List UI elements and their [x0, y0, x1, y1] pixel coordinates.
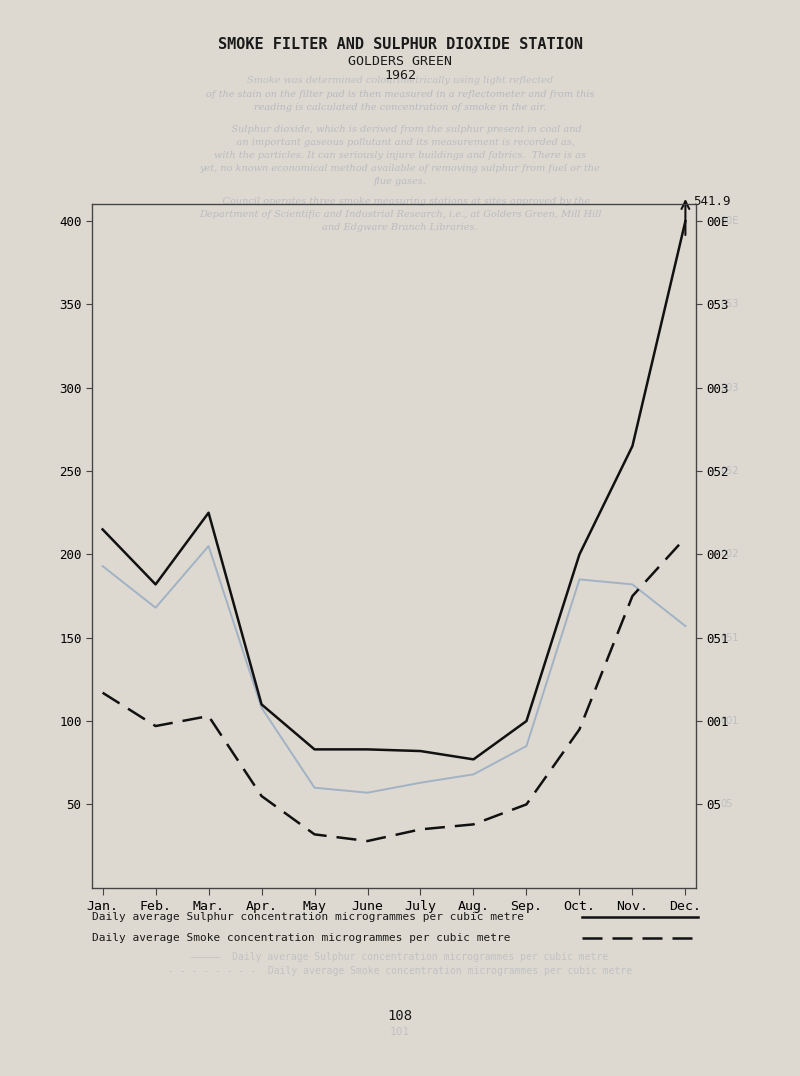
Text: Smoke was determined colourimetrically using light reflected: Smoke was determined colourimetrically u…: [247, 75, 553, 85]
Text: flue gases.: flue gases.: [374, 176, 426, 186]
Text: an important gaseous pollutant and its measurement is recorded as,: an important gaseous pollutant and its m…: [225, 138, 575, 147]
Text: SMOKE FILTER AND SULPHUR DIOXIDE STATION: SMOKE FILTER AND SULPHUR DIOXIDE STATION: [218, 38, 582, 53]
Text: Council operates three smoke measuring stations at sites approved by the: Council operates three smoke measuring s…: [210, 197, 590, 207]
Text: 052: 052: [720, 466, 738, 476]
Text: with the particles. It can seriously injure buildings and fabrics.  There is as: with the particles. It can seriously inj…: [214, 151, 586, 160]
Text: 051: 051: [720, 633, 738, 642]
Text: - - - - - - - -  Daily average Smoke concentration microgrammes per cubic metre: - - - - - - - - Daily average Smoke conc…: [168, 966, 632, 976]
Text: 00E: 00E: [720, 216, 738, 226]
Text: 003: 003: [720, 383, 738, 393]
Text: 108: 108: [387, 1009, 413, 1023]
Text: 002: 002: [720, 550, 738, 560]
Text: 05: 05: [720, 799, 733, 809]
Text: Daily average Smoke concentration microgrammes per cubic metre: Daily average Smoke concentration microg…: [92, 933, 510, 944]
Text: Daily average Sulphur concentration microgrammes per cubic metre: Daily average Sulphur concentration micr…: [92, 911, 524, 922]
Text: of the stain on the filter pad is then measured in a reflectometer and from this: of the stain on the filter pad is then m…: [206, 89, 594, 99]
Text: 001: 001: [720, 716, 738, 726]
Text: Sulphur dioxide, which is derived from the sulphur present in coal and: Sulphur dioxide, which is derived from t…: [218, 125, 582, 134]
Text: yet, no known economical method available of removing sulphur from fuel or the: yet, no known economical method availabl…: [200, 164, 600, 173]
Text: 101: 101: [390, 1028, 410, 1037]
Text: 541.9: 541.9: [694, 195, 731, 208]
Text: GOLDERS GREEN: GOLDERS GREEN: [348, 55, 452, 68]
Text: 053: 053: [720, 299, 738, 310]
Text: 1962: 1962: [384, 69, 416, 82]
Text: —————  Daily average Sulphur concentration microgrammes per cubic metre: ————— Daily average Sulphur concentratio…: [191, 952, 609, 962]
Text: Department of Scientific and Industrial Research, i.e., at Golders Green, Mill H: Department of Scientific and Industrial …: [198, 210, 602, 220]
Text: and Edgware Branch Libraries.: and Edgware Branch Libraries.: [322, 223, 478, 232]
Text: reading is calculated the concentration of smoke in the air.: reading is calculated the concentration …: [254, 102, 546, 112]
